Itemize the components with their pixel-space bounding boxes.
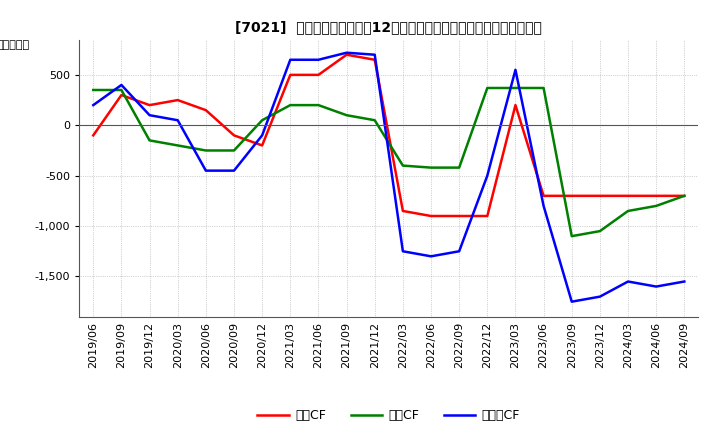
フリーCF [230, 168, 238, 173]
フリーCF [370, 52, 379, 57]
投資CF [399, 163, 408, 168]
営業CF [483, 213, 492, 219]
営業CF [511, 103, 520, 108]
投資CF [652, 203, 660, 209]
投資CF [624, 208, 632, 213]
営業CF [567, 193, 576, 198]
フリーCF [455, 249, 464, 254]
Line: 営業CF: 営業CF [94, 55, 684, 216]
投資CF [117, 88, 126, 93]
フリーCF [539, 203, 548, 209]
営業CF [427, 213, 436, 219]
営業CF [286, 72, 294, 77]
Y-axis label: （百万円）: （百万円） [0, 40, 30, 50]
営業CF [342, 52, 351, 57]
フリーCF [483, 173, 492, 178]
投資CF [174, 143, 182, 148]
投資CF [455, 165, 464, 170]
フリーCF [342, 50, 351, 55]
営業CF [174, 97, 182, 103]
投資CF [427, 165, 436, 170]
投資CF [258, 117, 266, 123]
投資CF [145, 138, 154, 143]
フリーCF [567, 299, 576, 304]
営業CF [89, 133, 98, 138]
フリーCF [399, 249, 408, 254]
フリーCF [258, 133, 266, 138]
フリーCF [89, 103, 98, 108]
投資CF [286, 103, 294, 108]
営業CF [680, 193, 688, 198]
フリーCF [314, 57, 323, 62]
フリーCF [286, 57, 294, 62]
Line: フリーCF: フリーCF [94, 53, 684, 302]
営業CF [595, 193, 604, 198]
フリーCF [202, 168, 210, 173]
投資CF [539, 85, 548, 91]
営業CF [370, 57, 379, 62]
営業CF [230, 133, 238, 138]
営業CF [145, 103, 154, 108]
投資CF [314, 103, 323, 108]
営業CF [258, 143, 266, 148]
営業CF [652, 193, 660, 198]
フリーCF [652, 284, 660, 289]
投資CF [680, 193, 688, 198]
営業CF [314, 72, 323, 77]
フリーCF [427, 254, 436, 259]
Title: [7021]  キャッシュフローの12か月移動合計の対前年同期増減額の推移: [7021] キャッシュフローの12か月移動合計の対前年同期増減額の推移 [235, 20, 542, 34]
フリーCF [511, 67, 520, 73]
フリーCF [680, 279, 688, 284]
投資CF [511, 85, 520, 91]
営業CF [117, 92, 126, 98]
営業CF [202, 107, 210, 113]
投資CF [595, 228, 604, 234]
投資CF [370, 117, 379, 123]
投資CF [230, 148, 238, 153]
投資CF [202, 148, 210, 153]
フリーCF [595, 294, 604, 299]
投資CF [483, 85, 492, 91]
フリーCF [624, 279, 632, 284]
フリーCF [117, 82, 126, 88]
営業CF [455, 213, 464, 219]
投資CF [342, 113, 351, 118]
投資CF [89, 88, 98, 93]
Line: 投資CF: 投資CF [94, 88, 684, 236]
投資CF [567, 234, 576, 239]
フリーCF [174, 117, 182, 123]
フリーCF [145, 113, 154, 118]
営業CF [399, 208, 408, 213]
営業CF [539, 193, 548, 198]
営業CF [624, 193, 632, 198]
Legend: 営業CF, 投資CF, フリーCF: 営業CF, 投資CF, フリーCF [253, 404, 525, 427]
